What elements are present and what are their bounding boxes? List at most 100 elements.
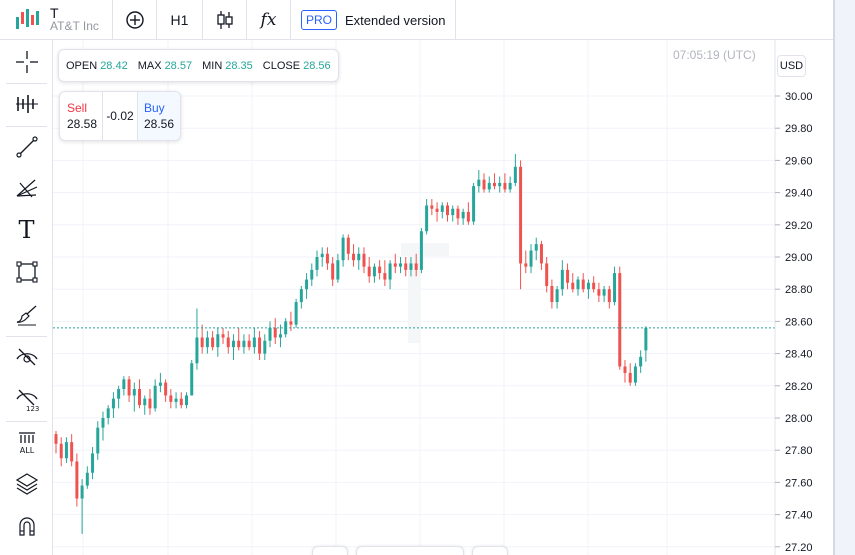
rectangle-tool[interactable]: [4, 254, 49, 290]
candle-body: [80, 485, 84, 499]
y-tick-label: 28.00: [785, 413, 813, 425]
candle-body: [85, 472, 89, 486]
text-tool-icon: T: [18, 216, 35, 244]
candle: [75, 453, 79, 507]
reset-chart-button[interactable]: [472, 546, 508, 555]
magnet-tool[interactable]: [4, 508, 49, 544]
delete-all-icon: ALL: [18, 432, 35, 455]
layers-tool[interactable]: [4, 466, 49, 502]
y-tick-label: 27.60: [785, 477, 813, 489]
candle-body: [545, 263, 549, 286]
candle: [305, 273, 309, 299]
candle-body: [336, 260, 340, 280]
brush-tool[interactable]: [4, 296, 49, 332]
candle-body: [435, 208, 439, 212]
candle: [414, 253, 418, 277]
toolbar-divider: [6, 126, 47, 127]
candle-body: [466, 211, 470, 222]
candle: [122, 376, 126, 396]
candle-body: [357, 253, 361, 261]
candle-body: [75, 461, 79, 499]
extended-version-label: Extended version: [345, 12, 446, 28]
candle-body: [106, 408, 110, 418]
candle: [111, 392, 115, 418]
candle: [409, 257, 413, 277]
candle-body: [461, 211, 465, 219]
candle: [70, 434, 74, 467]
candles-logo-icon: [16, 9, 39, 29]
candle-body: [305, 279, 309, 290]
candle: [367, 257, 371, 283]
candle: [472, 182, 476, 225]
candle-body: [534, 244, 538, 251]
candle: [237, 327, 241, 351]
fx-icon: fx: [260, 10, 277, 30]
buy-button[interactable]: Buy 28.56: [138, 92, 180, 140]
candle: [477, 170, 481, 193]
sell-label: Sell: [67, 101, 88, 115]
price-chart[interactable]: 30.00 29.80 29.60 29.40 29.20 29.00 28.80 28.60…: [53, 40, 833, 555]
candle: [352, 244, 356, 267]
candle-body: [190, 363, 194, 396]
price-axis[interactable]: 30.00 29.80 29.60 29.40 29.20 29.00 28.80 28.60…: [775, 91, 813, 554]
toolbar-divider: [6, 83, 47, 84]
indicators-button[interactable]: fx: [247, 0, 291, 40]
y-tick-label: 28.80: [785, 284, 813, 296]
candle: [404, 257, 408, 277]
zoom-out-button[interactable]: [312, 546, 348, 555]
spread-value: -0.02: [102, 92, 138, 140]
candle: [231, 334, 235, 361]
crosshair-tool[interactable]: [4, 44, 49, 80]
y-tick-label: 27.40: [785, 510, 813, 522]
candle: [127, 376, 131, 402]
candle-body: [383, 273, 387, 280]
indicator-bars-tool[interactable]: [4, 86, 49, 122]
sell-button[interactable]: Sell 28.58: [60, 92, 102, 140]
candle-body: [644, 327, 648, 351]
candle: [64, 437, 68, 464]
candle-body: [492, 182, 496, 187]
chart-type-button[interactable]: [203, 0, 247, 40]
hide-indicators-tool[interactable]: 123: [4, 381, 49, 417]
extended-version-button[interactable]: PRO Extended version: [291, 0, 457, 40]
interval-button[interactable]: H1: [157, 0, 203, 40]
candle-body: [289, 321, 293, 325]
company-name: AT&T Inc: [50, 19, 99, 33]
candle: [226, 331, 230, 354]
candle: [566, 263, 570, 290]
candle-body: [367, 266, 371, 277]
candle: [148, 389, 152, 415]
candle-body: [242, 340, 246, 348]
delete-all-tool[interactable]: ALL: [4, 424, 49, 460]
candle-body: [555, 289, 559, 303]
right-panel-strip[interactable]: [833, 0, 855, 555]
buy-label: Buy: [144, 101, 165, 115]
text-tool[interactable]: T: [4, 212, 49, 248]
currency-button[interactable]: USD: [777, 55, 806, 77]
candle-body: [216, 334, 220, 348]
candle: [357, 247, 361, 270]
candle: [586, 279, 590, 299]
symbol-selector[interactable]: T AT&T Inc: [0, 0, 113, 40]
candle-body: [91, 453, 95, 473]
fib-tool[interactable]: [4, 170, 49, 206]
candle-body: [247, 340, 251, 348]
y-tick-label: 29.20: [785, 220, 813, 232]
timeframe-controls[interactable]: [356, 546, 464, 555]
compare-symbol-button[interactable]: [113, 0, 157, 40]
candle: [185, 392, 188, 409]
layers-icon: [15, 473, 38, 495]
candle-body: [633, 366, 637, 383]
indicator-bars-icon: [15, 95, 38, 113]
hide-drawings-tool[interactable]: [4, 339, 49, 375]
candle-body: [258, 337, 262, 354]
y-tick-label: 30.00: [785, 91, 813, 103]
candle-body: [111, 398, 115, 409]
candle: [200, 324, 204, 354]
candle: [346, 234, 350, 261]
sell-price: 28.58: [67, 117, 98, 131]
candle: [545, 257, 549, 293]
trend-line-tool[interactable]: [4, 129, 49, 165]
open-label: OPEN: [66, 59, 98, 72]
open-value: 28.42: [100, 59, 128, 72]
